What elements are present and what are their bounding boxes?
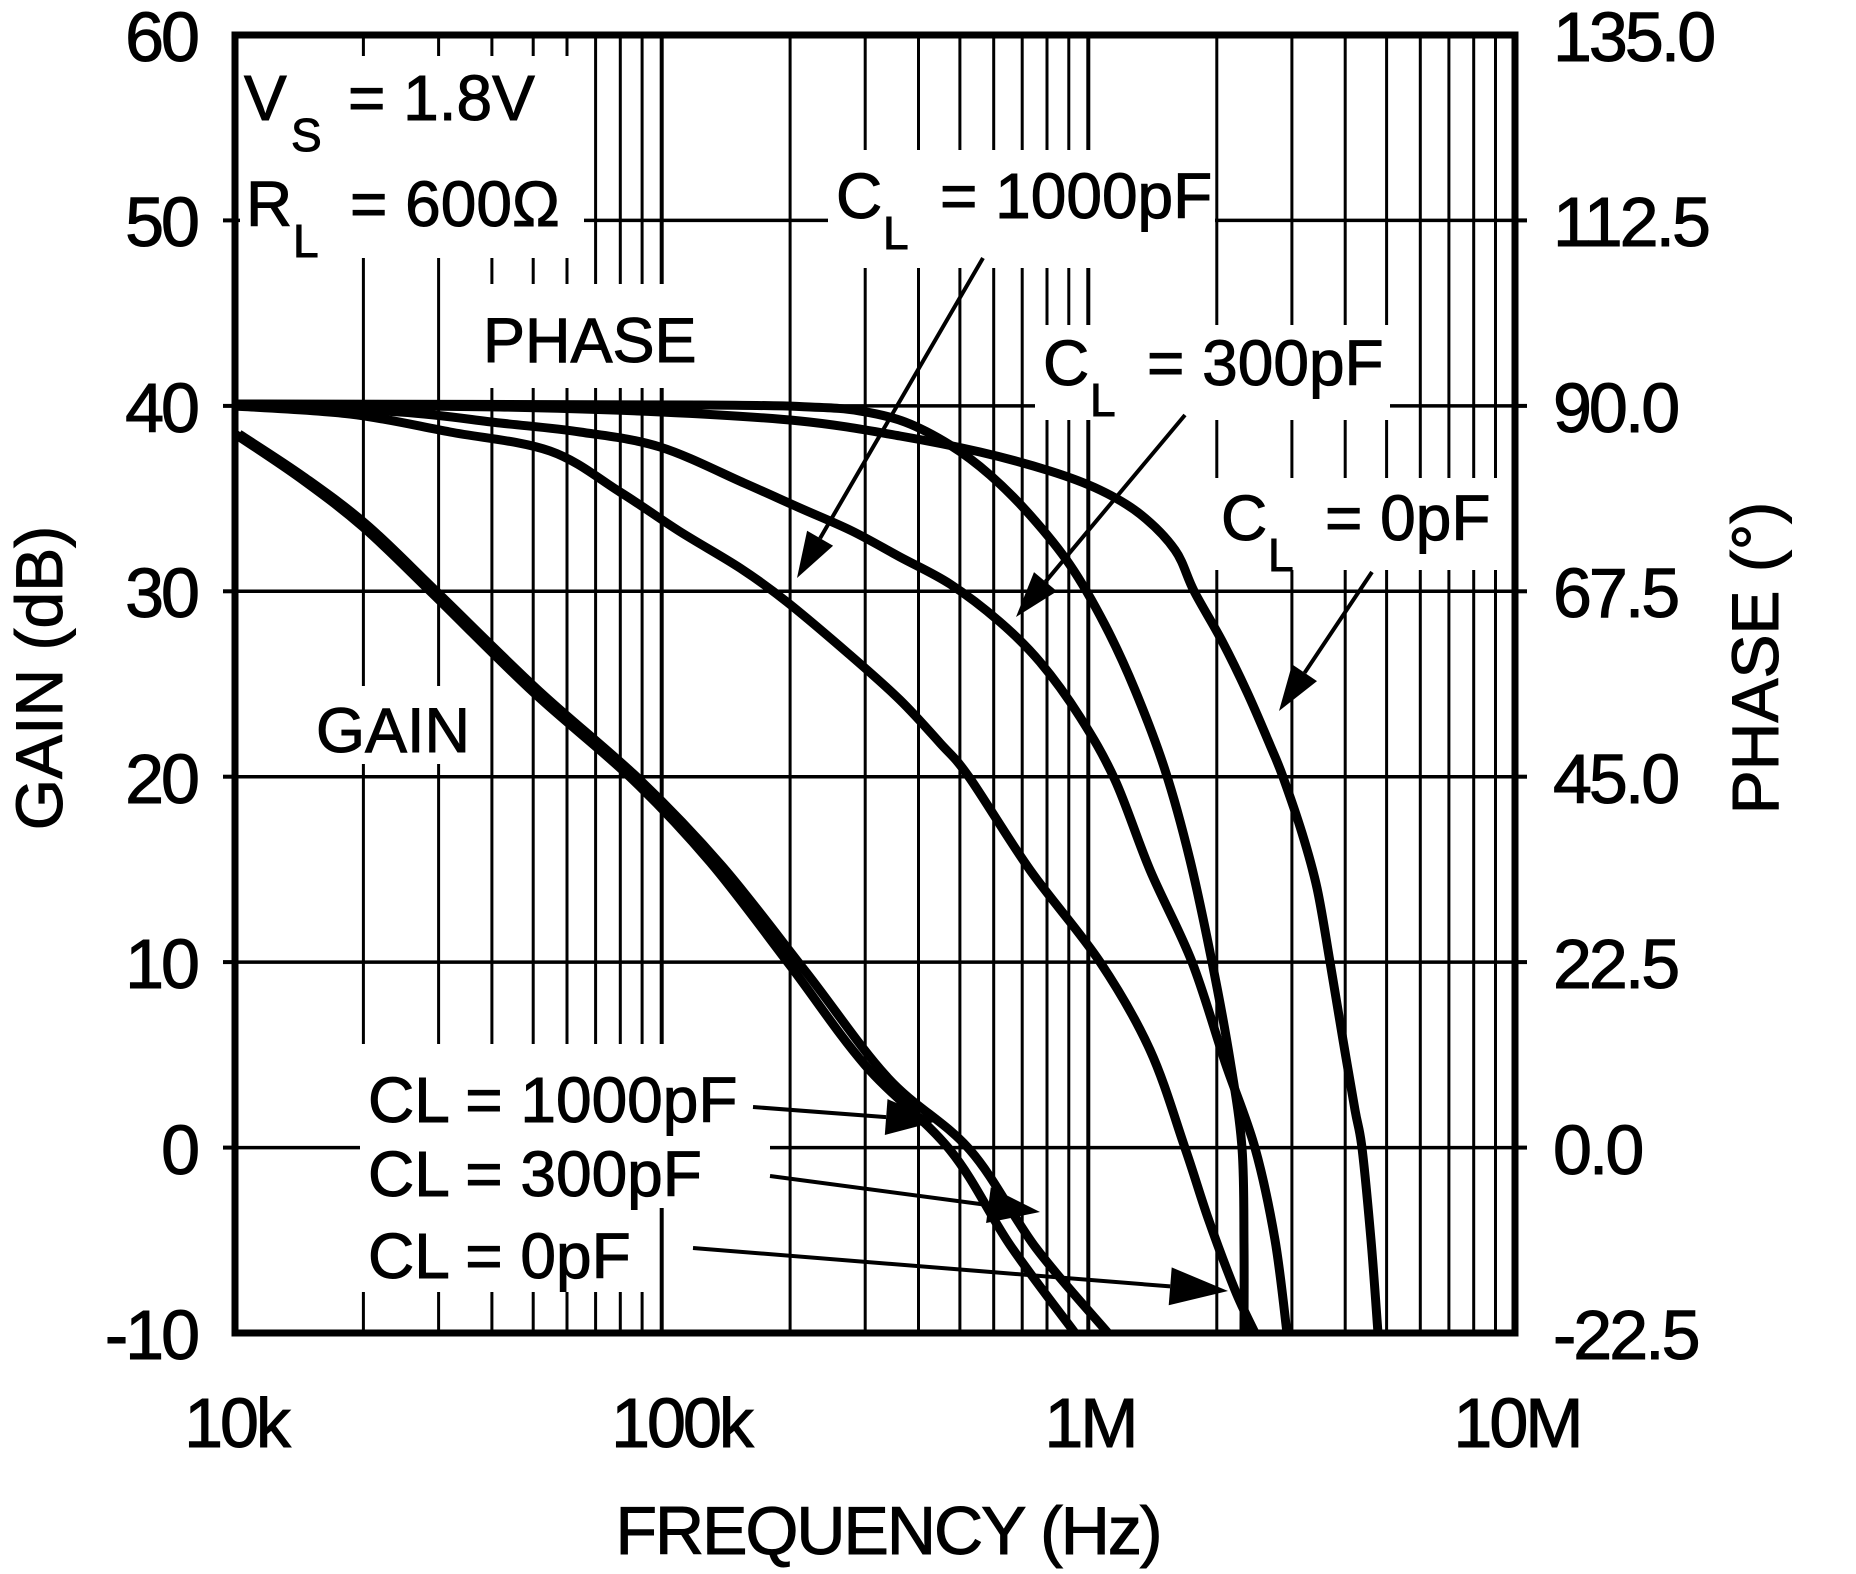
svg-text:GAIN: GAIN [316, 696, 470, 766]
svg-text:PHASE (°): PHASE (°) [1718, 502, 1792, 814]
svg-text:50: 50 [125, 183, 198, 261]
svg-text:CL = 0pF: CL = 0pF [368, 1220, 631, 1292]
svg-text:-22.5: -22.5 [1553, 1296, 1698, 1374]
svg-text:100k: 100k [611, 1384, 755, 1462]
svg-text:10: 10 [125, 925, 198, 1003]
svg-text:C: C [1043, 327, 1089, 399]
svg-text:CL = 300pF: CL = 300pF [368, 1138, 702, 1210]
svg-text:L: L [1090, 374, 1116, 426]
svg-text:1M: 1M [1044, 1384, 1135, 1462]
svg-text:L: L [1268, 529, 1294, 581]
svg-text:45.0: 45.0 [1553, 740, 1678, 818]
svg-text:10k: 10k [184, 1384, 292, 1462]
svg-text:L: L [293, 215, 319, 267]
svg-text:22.5: 22.5 [1553, 925, 1677, 1003]
svg-text:CL = 1000pF: CL = 1000pF [368, 1064, 737, 1136]
svg-text:= 1000pF: = 1000pF [940, 160, 1212, 232]
svg-text:60: 60 [125, 0, 198, 76]
svg-text:10M: 10M [1453, 1384, 1580, 1462]
svg-text:112.5: 112.5 [1553, 183, 1708, 261]
svg-text:V: V [244, 62, 287, 134]
svg-text:20: 20 [125, 740, 198, 818]
svg-text:GAIN (dB): GAIN (dB) [2, 526, 76, 830]
svg-text:90.0: 90.0 [1553, 369, 1678, 447]
svg-text:PHASE: PHASE [483, 306, 697, 376]
svg-text:0.0: 0.0 [1553, 1111, 1642, 1189]
svg-text:C: C [836, 160, 882, 232]
svg-text:L: L [883, 207, 909, 259]
svg-text:= 0pF: = 0pF [1325, 482, 1490, 554]
svg-text:67.5: 67.5 [1553, 554, 1677, 632]
svg-text:R: R [246, 168, 292, 240]
svg-text:40: 40 [125, 369, 198, 447]
svg-text:0: 0 [161, 1111, 198, 1189]
svg-text:30: 30 [125, 554, 198, 632]
svg-text:S: S [291, 109, 322, 161]
svg-text:FREQUENCY (Hz): FREQUENCY (Hz) [616, 1493, 1161, 1569]
svg-text:= 600Ω: = 600Ω [350, 168, 560, 240]
svg-text:C: C [1221, 482, 1267, 554]
svg-text:= 1.8V: = 1.8V [348, 62, 535, 134]
svg-text:-10: -10 [105, 1296, 198, 1374]
svg-text:= 300pF: = 300pF [1147, 327, 1384, 399]
svg-text:135.0: 135.0 [1553, 0, 1714, 76]
